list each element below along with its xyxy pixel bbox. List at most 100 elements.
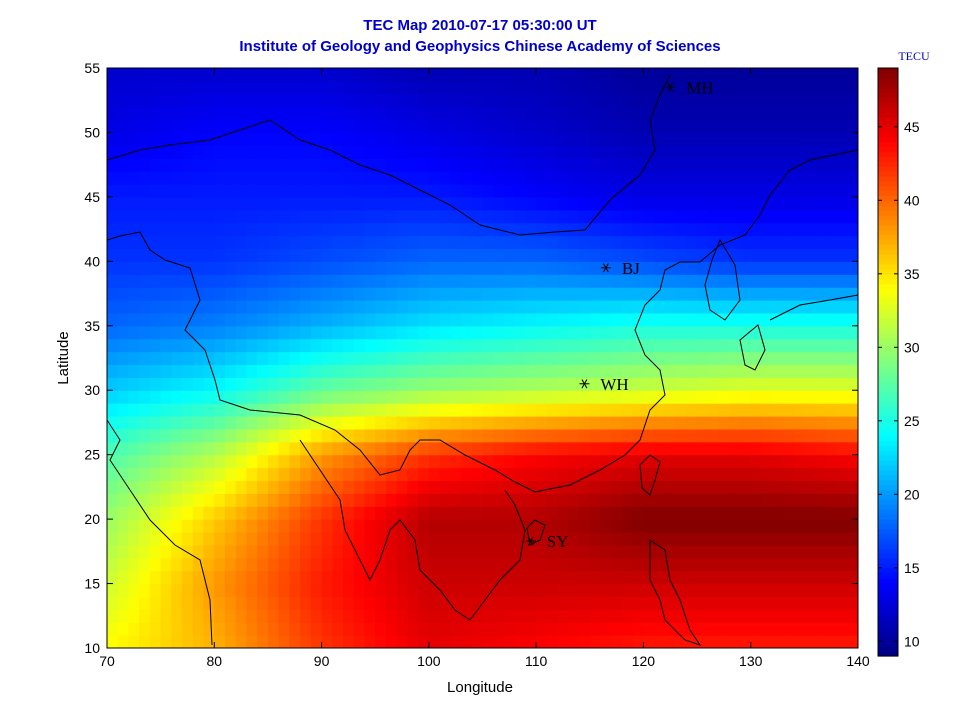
heatmap-cell xyxy=(568,622,580,636)
heatmap-cell xyxy=(439,403,451,417)
heatmap-cell xyxy=(546,583,559,598)
heatmap-cell xyxy=(815,300,827,314)
heatmap-cell xyxy=(321,390,333,404)
heatmap-cell xyxy=(160,570,172,585)
heatmap-cell xyxy=(847,635,858,648)
heatmap-cell xyxy=(611,338,623,353)
heatmap-cell xyxy=(139,480,151,494)
heatmap-cell xyxy=(278,274,290,288)
heatmap-cell xyxy=(772,351,784,366)
heatmap-cell xyxy=(697,364,709,378)
heatmap-cell xyxy=(739,609,752,623)
heatmap-cell xyxy=(793,467,805,482)
heatmap-cell xyxy=(643,261,655,275)
heatmap-cell xyxy=(321,248,333,262)
heatmap-cell xyxy=(514,325,527,340)
heatmap-cell xyxy=(836,184,848,198)
heatmap-cell xyxy=(825,403,838,417)
heatmap-cell xyxy=(772,274,784,288)
heatmap-cell xyxy=(611,196,623,211)
heatmap-cell xyxy=(772,68,784,82)
colorbar-swatch xyxy=(878,170,898,177)
heatmap-cell xyxy=(804,222,816,237)
heatmap-cell xyxy=(214,506,226,520)
heatmap-cell xyxy=(117,493,130,507)
heatmap-cell xyxy=(739,106,752,121)
heatmap-cell xyxy=(278,519,290,533)
heatmap-cell xyxy=(546,493,559,507)
heatmap-cell xyxy=(772,132,784,146)
heatmap-cell xyxy=(214,248,226,262)
heatmap-cell xyxy=(149,171,162,185)
heatmap-cell xyxy=(321,261,333,275)
heatmap-cell xyxy=(171,390,183,404)
heatmap-cell xyxy=(600,184,612,198)
heatmap-cell xyxy=(847,364,858,378)
heatmap-cell xyxy=(385,454,398,469)
heatmap-cell xyxy=(546,416,559,430)
heatmap-cell xyxy=(836,196,848,211)
heatmap-cell xyxy=(847,570,858,585)
heatmap-cell xyxy=(664,351,677,366)
heatmap-cell xyxy=(579,171,591,185)
heatmap-cell xyxy=(654,532,666,546)
heatmap-cell xyxy=(546,300,559,314)
heatmap-cell xyxy=(686,171,698,185)
heatmap-cell xyxy=(139,222,151,237)
heatmap-cell xyxy=(267,119,280,134)
heatmap-cell xyxy=(503,635,516,648)
heatmap-cell xyxy=(557,390,569,404)
heatmap-cell xyxy=(579,132,591,146)
colorbar-swatch xyxy=(878,156,898,162)
heatmap-cell xyxy=(514,312,527,327)
heatmap-cell xyxy=(739,248,752,262)
heatmap-cell xyxy=(836,68,848,82)
heatmap-cell xyxy=(525,248,537,262)
heatmap-cell xyxy=(278,635,290,648)
heatmap-cell xyxy=(579,480,591,494)
heatmap-cell xyxy=(750,209,763,224)
heatmap-cell xyxy=(246,300,258,314)
heatmap-cell xyxy=(375,544,387,559)
heatmap-cell xyxy=(546,557,559,572)
heatmap-cell xyxy=(675,184,687,198)
heatmap-cell xyxy=(847,80,858,95)
heatmap-cell xyxy=(847,506,858,520)
heatmap-cell xyxy=(739,287,752,301)
heatmap-cell xyxy=(847,351,858,366)
heatmap-cell xyxy=(396,196,408,211)
heatmap-cell xyxy=(493,300,505,314)
heatmap-cell xyxy=(107,493,119,507)
heatmap-cell xyxy=(300,377,312,391)
heatmap-cell xyxy=(847,325,858,340)
heatmap-cell xyxy=(149,364,162,378)
heatmap-cell xyxy=(182,454,194,469)
heatmap-cell xyxy=(149,557,162,572)
heatmap-cell xyxy=(707,377,720,391)
heatmap-cell xyxy=(675,416,687,430)
heatmap-cell xyxy=(418,532,430,546)
heatmap-cell xyxy=(621,80,634,95)
colorbar-tick-label: 10 xyxy=(904,633,920,649)
heatmap-cell xyxy=(654,312,666,327)
heatmap-cell xyxy=(246,493,258,507)
heatmap-cell xyxy=(375,300,387,314)
heatmap-cell xyxy=(396,93,408,108)
heatmap-cell xyxy=(686,390,698,404)
heatmap-cell xyxy=(836,544,848,559)
heatmap-cell xyxy=(396,274,408,288)
heatmap-cell xyxy=(589,158,602,172)
heatmap-cell xyxy=(546,312,559,327)
heatmap-cell xyxy=(664,158,677,172)
heatmap-cell xyxy=(160,544,172,559)
heatmap-cell xyxy=(772,493,784,507)
heatmap-cell xyxy=(353,364,366,378)
heatmap-cell xyxy=(546,428,559,443)
heatmap-cell xyxy=(160,454,172,469)
heatmap-cell xyxy=(825,506,838,520)
heatmap-cell xyxy=(482,171,494,185)
heatmap-cell xyxy=(375,274,387,288)
heatmap-cell xyxy=(428,506,441,520)
heatmap-cell xyxy=(171,544,183,559)
heatmap-cell xyxy=(772,80,784,95)
